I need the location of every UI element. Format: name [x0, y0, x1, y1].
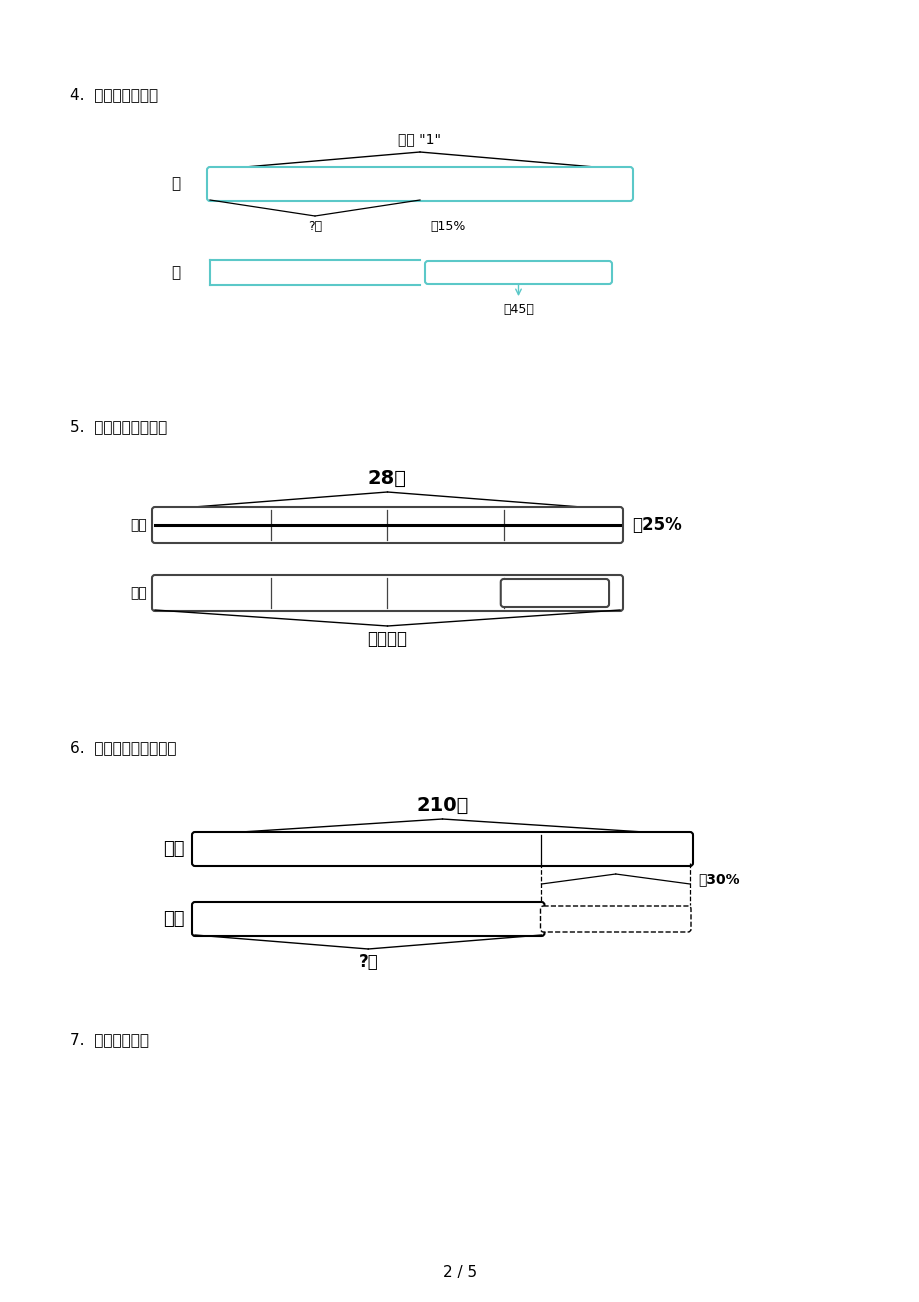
FancyBboxPatch shape: [500, 579, 608, 607]
Text: 多25%: 多25%: [631, 516, 681, 534]
Text: 5.  只列式，不计算。: 5. 只列式，不计算。: [70, 419, 167, 435]
Text: 鸡：: 鸡：: [130, 518, 147, 533]
FancyBboxPatch shape: [207, 167, 632, 201]
Text: 2 / 5: 2 / 5: [442, 1264, 477, 1280]
Text: 甲: 甲: [171, 177, 180, 191]
Text: 桃树: 桃树: [164, 840, 185, 858]
Text: 梨树: 梨树: [164, 910, 185, 928]
Text: 4.  看图列式计算。: 4. 看图列式计算。: [70, 87, 158, 103]
Text: （？）只: （？）只: [367, 630, 407, 648]
FancyBboxPatch shape: [540, 906, 690, 932]
FancyBboxPatch shape: [152, 506, 622, 543]
FancyBboxPatch shape: [192, 832, 692, 866]
Text: 多15%: 多15%: [429, 220, 465, 233]
Text: ?棵: ?棵: [358, 953, 378, 971]
FancyBboxPatch shape: [192, 902, 544, 936]
FancyBboxPatch shape: [425, 260, 611, 284]
Text: ?吨: ?吨: [308, 220, 322, 233]
Text: 28只: 28只: [368, 469, 406, 488]
FancyBboxPatch shape: [152, 575, 622, 611]
Text: 7.  看图写算式。: 7. 看图写算式。: [70, 1032, 149, 1048]
Text: 少30%: 少30%: [698, 872, 739, 885]
Text: 单位 "1": 单位 "1": [398, 132, 441, 146]
Text: 多45吨: 多45吨: [503, 303, 533, 316]
Text: 乙: 乙: [171, 266, 180, 280]
Text: 6.  看图列式，并计算。: 6. 看图列式，并计算。: [70, 741, 176, 755]
Text: 鸭：: 鸭：: [130, 586, 147, 600]
Text: 210棵: 210棵: [416, 796, 468, 815]
